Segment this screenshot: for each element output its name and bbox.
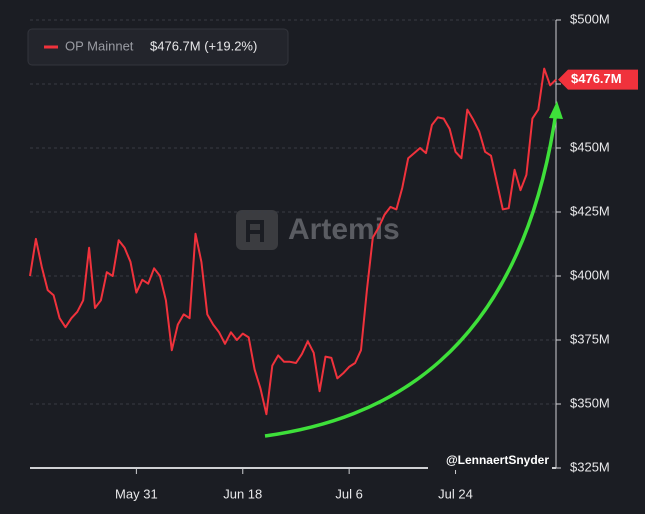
y-tick-label: $450M: [570, 139, 610, 154]
x-tick-label: Jul 24: [438, 486, 473, 501]
y-tick-label: $375M: [570, 331, 610, 346]
legend-box: [27, 28, 289, 66]
watermark: Artemis: [288, 213, 400, 246]
trend-arrow: [264, 111, 558, 438]
watermark-logo: [236, 210, 278, 250]
trend-arrow-head: [549, 101, 563, 119]
y-tick-label: $500M: [570, 11, 610, 26]
y-tick-label: $425M: [570, 203, 610, 218]
x-tick-label: May 31: [115, 486, 158, 501]
legend-label: OP Mainnet: [65, 38, 134, 53]
y-tick-label: $350M: [570, 395, 610, 410]
x-tick-label: Jun 18: [223, 486, 262, 501]
credit: @LennaertSnyder: [446, 453, 549, 467]
series-line: [29, 67, 557, 416]
last-value-tag: [558, 69, 638, 90]
credit-bg: [428, 452, 552, 470]
legend-value: $476.7M (+19.2%): [150, 38, 257, 53]
x-tick-label: Jul 6: [335, 486, 362, 501]
last-value-label: $476.7M: [571, 71, 622, 86]
y-tick-label: $325M: [570, 459, 610, 474]
y-tick-label: $400M: [570, 267, 610, 282]
